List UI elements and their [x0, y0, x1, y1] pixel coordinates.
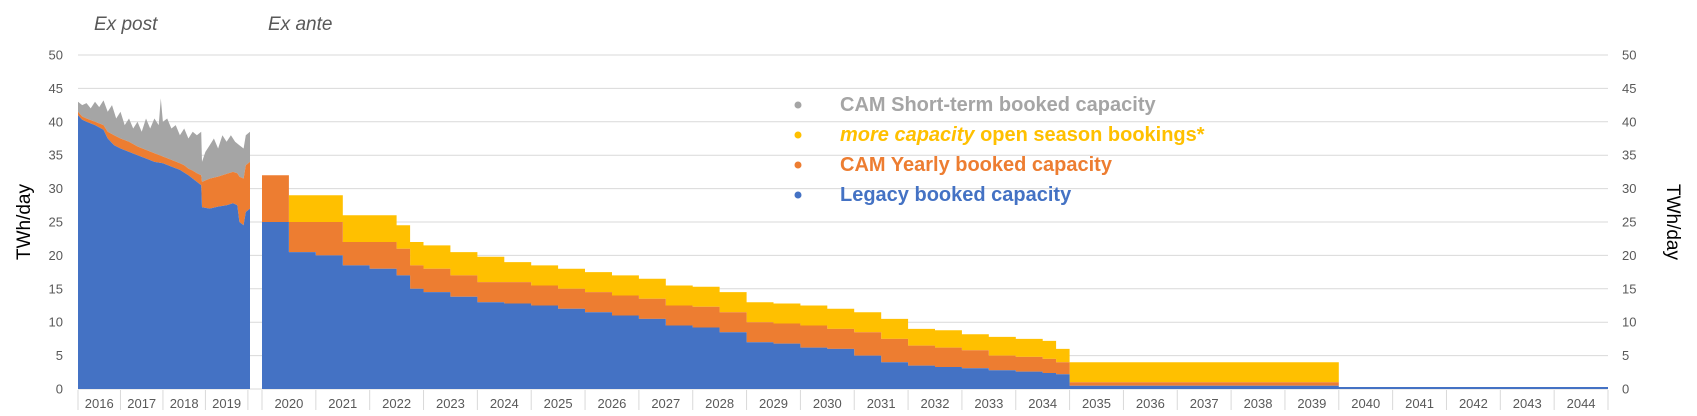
legend-marker-legacy [794, 191, 802, 199]
ex-ante-legacy-area [262, 222, 1608, 389]
y-tick-right-15: 15 [1622, 281, 1636, 296]
legend-label-cam_yearly: CAM Yearly booked capacity [840, 154, 1113, 176]
y-tick-left-30: 30 [49, 181, 63, 196]
y-tick-right-40: 40 [1622, 114, 1636, 129]
y-tick-left-0: 0 [56, 382, 63, 397]
legend-marker-short_term [794, 101, 802, 109]
ex-ante-year-label-2027: 2027 [651, 396, 680, 411]
ex-ante-year-label-2026: 2026 [597, 396, 626, 411]
ex-ante-year-label-2025: 2025 [544, 396, 573, 411]
legend-label-legacy: Legacy booked capacity [840, 184, 1072, 206]
legend-label-part-legacy-0: Legacy booked capacity [840, 184, 1072, 206]
ex-ante-year-label-2024: 2024 [490, 396, 519, 411]
ex-ante-year-label-2034: 2034 [1028, 396, 1057, 411]
y-tick-right-35: 35 [1622, 148, 1636, 163]
ex-ante-year-label-2029: 2029 [759, 396, 788, 411]
ex-ante-year-label-2035: 2035 [1082, 396, 1111, 411]
section-label-ex-ante: Ex ante [268, 14, 332, 35]
y-tick-right-20: 20 [1622, 248, 1636, 263]
ex-post-cam-yearly-area [78, 111, 250, 226]
legend-label-open_season: more capacity open season bookings* [840, 124, 1205, 146]
ex-ante-year-label-2031: 2031 [867, 396, 896, 411]
legend-label-part-open_season-1: open season bookings* [975, 124, 1205, 146]
ex-ante-year-label-2022: 2022 [382, 396, 411, 411]
ex-ante-year-label-2039: 2039 [1297, 396, 1326, 411]
y-tick-right-0: 0 [1622, 382, 1629, 397]
ex-ante-year-label-2030: 2030 [813, 396, 842, 411]
legend: CAM Short-term booked capacity more capac… [794, 94, 1205, 206]
ex-ante-year-label-2023: 2023 [436, 396, 465, 411]
y-tick-left-20: 20 [49, 248, 63, 263]
ex-ante-year-label-2021: 2021 [328, 396, 357, 411]
ex-ante-year-label-2043: 2043 [1513, 396, 1542, 411]
axes [77, 390, 1609, 410]
section-label-ex-post: Ex post [94, 14, 158, 35]
ex-post-legacy-area [78, 115, 250, 389]
ex-ante-year-label-2033: 2033 [974, 396, 1003, 411]
ex-ante-year-label-2042: 2042 [1459, 396, 1488, 411]
ex-ante-year-label-2038: 2038 [1244, 396, 1273, 411]
y-tick-right-10: 10 [1622, 315, 1636, 330]
ex-ante-year-label-2028: 2028 [705, 396, 734, 411]
legend-label-part-open_season-0: more capacity [840, 124, 975, 146]
y-tick-left-15: 15 [49, 281, 63, 296]
y-tick-left-25: 25 [49, 215, 63, 230]
y-tick-left-10: 10 [49, 315, 63, 330]
areas [78, 98, 1608, 389]
y-tick-left-50: 50 [49, 48, 63, 63]
y-tick-right-50: 50 [1622, 48, 1636, 63]
y-tick-left-5: 5 [56, 348, 63, 363]
ex-post-year-label-2017: 2017 [127, 396, 156, 411]
ex-ante-year-label-2040: 2040 [1351, 396, 1380, 411]
ex-post-short-term-area [78, 98, 250, 182]
legend-label-short_term: CAM Short-term booked capacity [840, 94, 1156, 116]
legend-marker-cam_yearly [794, 161, 802, 169]
legend-marker-open_season [794, 131, 802, 139]
ex-ante-open-season-area [262, 175, 1608, 387]
ex-ante-year-label-2020: 2020 [274, 396, 303, 411]
y-axis-title-right: TWh/day [1662, 184, 1683, 261]
legend-label-part-short_term-0: CAM Short-term booked capacity [840, 94, 1156, 116]
y-tick-right-5: 5 [1622, 348, 1629, 363]
y-tick-left-40: 40 [49, 114, 63, 129]
ex-ante-year-label-2044: 2044 [1567, 396, 1596, 411]
y-tick-left-45: 45 [49, 81, 63, 96]
legend-label-part-cam_yearly-0: CAM Yearly booked capacity [840, 154, 1113, 176]
ex-ante-year-label-2041: 2041 [1405, 396, 1434, 411]
ex-post-year-label-2019: 2019 [212, 396, 241, 411]
ex-post-year-label-2016: 2016 [85, 396, 114, 411]
y-tick-right-25: 25 [1622, 215, 1636, 230]
ex-post-year-label-2018: 2018 [170, 396, 199, 411]
ex-ante-year-label-2037: 2037 [1190, 396, 1219, 411]
y-axis-title-left: TWh/day [14, 183, 35, 260]
ex-ante-year-label-2032: 2032 [921, 396, 950, 411]
ex-ante-year-label-2036: 2036 [1136, 396, 1165, 411]
y-tick-left-35: 35 [49, 148, 63, 163]
y-tick-right-45: 45 [1622, 81, 1636, 96]
y-tick-right-30: 30 [1622, 181, 1636, 196]
